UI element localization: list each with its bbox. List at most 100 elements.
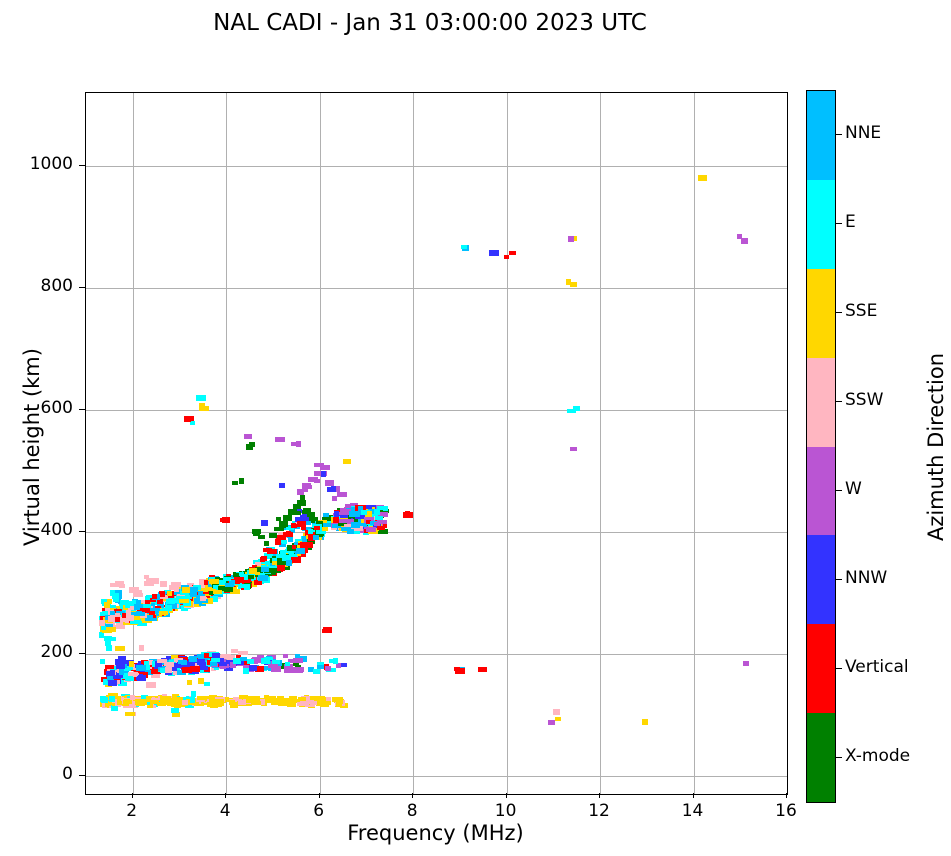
- data-point: [265, 553, 273, 558]
- data-point: [248, 441, 255, 447]
- data-point: [190, 661, 196, 666]
- data-point: [105, 615, 111, 621]
- data-point: [121, 673, 132, 679]
- y-tick-label: 800: [40, 276, 73, 297]
- data-point: [160, 696, 171, 702]
- data-point: [115, 646, 126, 652]
- plot-area[interactable]: [85, 92, 788, 795]
- data-point: [292, 657, 303, 663]
- data-point: [193, 597, 202, 604]
- data-point: [159, 591, 166, 598]
- data-point: [358, 529, 364, 534]
- data-point: [296, 701, 302, 706]
- colorbar-label-nne: NNE: [845, 123, 882, 144]
- colorbar-band-sse[interactable]: [807, 268, 835, 358]
- data-point: [270, 661, 278, 668]
- data-point: [160, 595, 169, 600]
- data-point: [128, 601, 134, 607]
- data-point: [308, 528, 314, 534]
- data-point: [285, 559, 292, 566]
- azimuth-colorbar[interactable]: [806, 90, 836, 803]
- data-point: [567, 408, 577, 413]
- x-tick-label: 14: [681, 801, 704, 821]
- data-point: [138, 644, 144, 651]
- data-point: [278, 701, 287, 707]
- colorbar-band-nnw[interactable]: [807, 535, 835, 625]
- data-point: [130, 618, 141, 625]
- data-point: [333, 697, 343, 702]
- data-point: [253, 529, 260, 536]
- data-point: [350, 503, 359, 508]
- data-point: [566, 278, 572, 285]
- colorbar-label-sse: SSE: [845, 301, 878, 322]
- data-point: [171, 701, 182, 708]
- data-point: [114, 589, 122, 595]
- data-point: [302, 547, 309, 554]
- data-point: [262, 547, 272, 552]
- data-point: [125, 605, 136, 610]
- data-point: [269, 533, 278, 539]
- data-point: [340, 526, 351, 531]
- data-point: [222, 577, 231, 582]
- data-point: [102, 679, 111, 686]
- grid-layer: [86, 93, 787, 794]
- data-point: [209, 698, 216, 704]
- data-points-layer: [86, 93, 787, 794]
- data-point: [189, 591, 198, 598]
- data-point: [124, 603, 130, 609]
- data-point: [504, 254, 510, 259]
- data-point: [257, 534, 265, 539]
- gridline-vertical: [226, 93, 228, 794]
- data-point: [187, 680, 193, 686]
- colorbar-label-nnw: NNW: [845, 567, 888, 588]
- data-point: [182, 700, 189, 705]
- data-point: [126, 609, 132, 615]
- colorbar-band-ssw[interactable]: [807, 357, 835, 447]
- data-point: [295, 654, 301, 659]
- y-tick-label: 400: [40, 519, 73, 540]
- data-point: [293, 666, 304, 673]
- data-point: [208, 695, 217, 702]
- data-point: [278, 483, 285, 489]
- data-point: [315, 529, 326, 534]
- colorbar-band-nne[interactable]: [807, 91, 835, 180]
- data-point: [199, 406, 210, 412]
- data-point: [308, 697, 315, 702]
- data-point: [177, 660, 187, 666]
- data-point: [173, 671, 180, 676]
- data-point: [198, 701, 205, 706]
- data-point: [642, 719, 649, 726]
- data-point: [365, 526, 376, 532]
- data-point: [365, 505, 372, 510]
- data-point: [296, 441, 302, 448]
- data-point: [174, 587, 180, 593]
- colorbar-band-w[interactable]: [807, 446, 835, 536]
- data-point: [173, 666, 181, 670]
- data-point: [229, 662, 236, 669]
- data-point: [160, 668, 167, 674]
- data-point: [275, 437, 286, 443]
- data-point: [111, 704, 119, 711]
- data-point: [157, 598, 164, 604]
- data-point: [100, 598, 108, 604]
- colorbar-band-vertical[interactable]: [807, 624, 835, 714]
- data-point: [115, 610, 125, 615]
- data-point: [218, 664, 229, 669]
- data-point: [297, 489, 305, 496]
- colorbar-band-x-mode[interactable]: [807, 713, 835, 802]
- data-point: [100, 616, 106, 621]
- data-point: [116, 700, 122, 705]
- data-point: [128, 672, 139, 677]
- data-point: [171, 711, 180, 717]
- y-axis-tick: [79, 165, 85, 167]
- data-point: [311, 523, 322, 528]
- data-point: [234, 578, 240, 584]
- y-tick-labels: 0 200 400 600 800 1000: [0, 0, 73, 856]
- y-tick-label: 600: [40, 397, 73, 418]
- x-tick-label: 8: [406, 801, 418, 821]
- data-point: [105, 623, 114, 629]
- colorbar-band-e[interactable]: [807, 179, 835, 269]
- data-point: [358, 506, 364, 512]
- data-point: [376, 525, 385, 530]
- data-point: [337, 492, 348, 498]
